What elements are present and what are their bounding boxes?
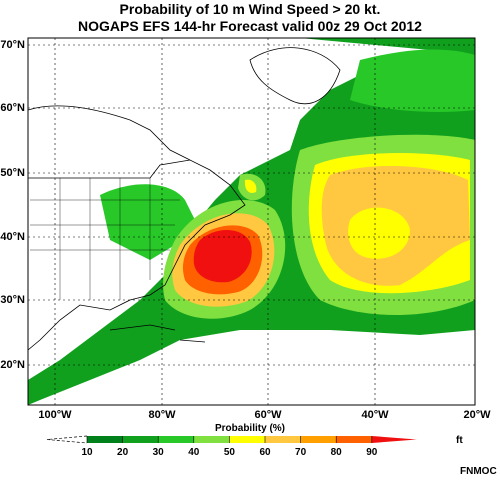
graticule — [28, 38, 475, 405]
colorbar-unit: ft — [456, 435, 463, 446]
colorbar-segment — [122, 436, 159, 443]
colorbar-segment — [300, 436, 337, 443]
map-frame — [27, 37, 476, 406]
subtitle: NOGAPS EFS 144-hr Forecast valid 00z 29 … — [78, 18, 422, 34]
credit: FNMOC — [460, 466, 497, 477]
lon-label: 40°W — [361, 409, 389, 421]
lon-label: 80°W — [148, 409, 176, 421]
lon-label: 60°W — [254, 409, 282, 421]
colorbar-tick-label: 60 — [259, 447, 271, 458]
colorbar-segment — [336, 436, 372, 443]
colorbar-label: Probability (%) — [215, 423, 285, 434]
colorbar-tick-label: 80 — [331, 447, 343, 458]
colorbar-tick-label: 40 — [188, 447, 200, 458]
coastlines — [28, 47, 341, 351]
map: 70°N 60°N 50°N 40°N 30°N 20°N 100°W 80°W… — [0, 37, 491, 421]
colorbar-tick-label: 90 — [366, 447, 378, 458]
colorbar: 10 20 30 40 50 60 70 80 90 — [46, 435, 417, 458]
lon-label: 20°W — [463, 409, 491, 421]
colorbar-segment — [229, 436, 265, 443]
colorbar-tick-label: 10 — [81, 447, 93, 458]
colorbar-under — [46, 435, 88, 444]
colorbar-segment — [265, 436, 301, 443]
lon-label: 100°W — [38, 409, 72, 421]
colorbar-tick-label: 70 — [295, 447, 307, 458]
colorbar-over — [371, 436, 417, 443]
lat-label: 70°N — [0, 39, 25, 51]
title: Probability of 10 m Wind Speed > 20 kt. — [120, 1, 381, 17]
lat-label: 60°N — [0, 102, 25, 114]
lat-label: 20°N — [0, 359, 25, 371]
colorbar-segment — [87, 436, 123, 443]
colorbar-segment — [158, 436, 194, 443]
colorbar-tick-label: 20 — [117, 447, 129, 458]
lat-label: 40°N — [0, 231, 25, 243]
colorbar-tick-label: 30 — [153, 447, 165, 458]
lat-label: 50°N — [0, 167, 25, 179]
colorbar-tick-label: 50 — [224, 447, 236, 458]
colorbar-segment — [193, 436, 230, 443]
lat-label: 30°N — [0, 294, 25, 306]
probability-field — [28, 38, 475, 405]
